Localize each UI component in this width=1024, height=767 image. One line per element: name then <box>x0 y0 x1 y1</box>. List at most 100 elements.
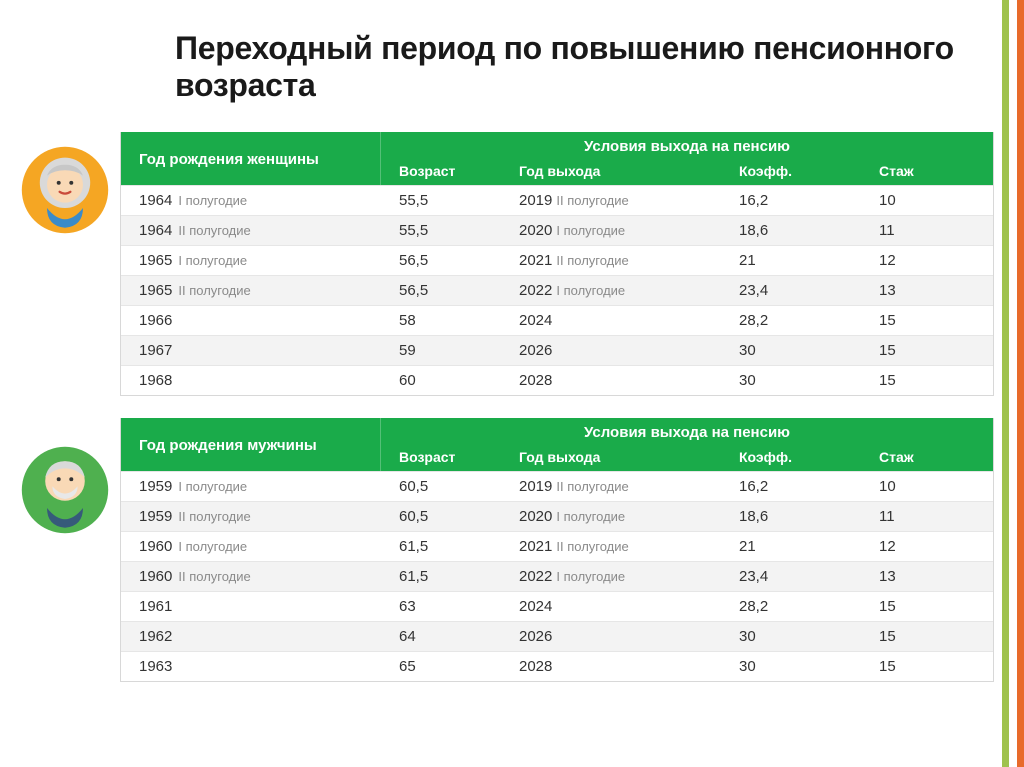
exit-year: 2022 <box>519 282 552 299</box>
cell-birth: 1965II полугодие <box>121 276 381 305</box>
table-row: 1959I полугодие60,52019II полугодие16,21… <box>121 471 993 501</box>
cell-age: 56,5 <box>381 276 501 305</box>
cell-birth: 1960 II полугодие <box>121 562 381 591</box>
exit-year: 2021 <box>519 252 552 269</box>
header-birthyear: Год рождения женщины <box>121 132 381 185</box>
exit-year: 2021 <box>519 538 552 555</box>
cell-birth: 1960I полугодие <box>121 532 381 561</box>
exit-year: 2020 <box>519 508 552 525</box>
birth-year: 1962 <box>139 628 172 645</box>
birth-half: II полугодие <box>178 283 250 298</box>
cell-birth: 1961 <box>121 592 381 621</box>
tables-container: Год рождения женщиныУсловия выхода на пе… <box>0 132 1024 682</box>
header-conditions: Условия выхода на пенсию <box>381 418 993 445</box>
cell-birth: 1965 I полугодие <box>121 246 381 275</box>
woman-avatar-icon <box>20 145 110 235</box>
cell-exit-year: 2021II полугодие <box>501 246 721 275</box>
header-birthyear: Год рождения мужчины <box>121 418 381 471</box>
header-age: Возраст <box>381 159 501 185</box>
cell-stage: 11 <box>861 502 993 531</box>
exit-year: 2019 <box>519 478 552 495</box>
table-row: 1964II полугодие55,52020I полугодие18,61… <box>121 215 993 245</box>
cell-birth: 1964 I полугодие <box>121 186 381 215</box>
cell-coef: 23,4 <box>721 562 861 591</box>
cell-exit-year: 2020 I полугодие <box>501 502 721 531</box>
table-row: 196163202428,215 <box>121 591 993 621</box>
birth-year: 1960 <box>139 568 172 585</box>
table-row: 19675920263015 <box>121 335 993 365</box>
header-age: Возраст <box>381 445 501 471</box>
exit-year: 2028 <box>519 658 552 675</box>
cell-age: 58 <box>381 306 501 335</box>
birth-half: II полугодие <box>178 509 250 524</box>
exit-year: 2026 <box>519 342 552 359</box>
header-coef: Коэфф. <box>721 159 861 185</box>
birth-half: I полугодие <box>178 253 247 268</box>
cell-exit-year: 2020 I полугодие <box>501 216 721 245</box>
cell-stage: 15 <box>861 306 993 335</box>
cell-coef: 30 <box>721 366 861 395</box>
exit-half: I полугодие <box>556 509 625 524</box>
table-row: 1960 II полугодие 61,5 2022 I полугодие 23,4 1… <box>121 561 993 591</box>
cell-coef: 28,2 <box>721 306 861 335</box>
cell-coef: 18,6 <box>721 216 861 245</box>
exit-year: 2028 <box>519 372 552 389</box>
cell-stage: 15 <box>861 336 993 365</box>
cell-age: 63 <box>381 592 501 621</box>
birth-half: II полугодие <box>178 223 250 238</box>
exit-year: 2024 <box>519 312 552 329</box>
cell-birth: 1964II полугодие <box>121 216 381 245</box>
cell-coef: 30 <box>721 652 861 681</box>
cell-coef: 21 <box>721 532 861 561</box>
cell-coef: 30 <box>721 622 861 651</box>
exit-half: I полугодие <box>556 223 625 238</box>
pension-table: Год рождения мужчиныУсловия выхода на пе… <box>120 418 994 682</box>
cell-age: 64 <box>381 622 501 651</box>
exit-half: II полугодие <box>556 479 628 494</box>
header-coef: Коэфф. <box>721 445 861 471</box>
exit-year: 2020 <box>519 222 552 239</box>
header-year: Год выхода <box>501 159 721 185</box>
cell-age: 55,5 <box>381 216 501 245</box>
cell-age: 60 <box>381 366 501 395</box>
cell-stage: 12 <box>861 532 993 561</box>
header-stage: Стаж <box>861 159 993 185</box>
cell-age: 60,5 <box>381 502 501 531</box>
exit-year: 2022 <box>519 568 552 585</box>
cell-age: 61,5 <box>381 562 501 591</box>
table-row: 1960I полугодие61,52021II полугодие2112 <box>121 531 993 561</box>
birth-year: 1963 <box>139 658 172 675</box>
cell-birth: 1963 <box>121 652 381 681</box>
table-row: 19636520283015 <box>121 651 993 681</box>
cell-coef: 21 <box>721 246 861 275</box>
birth-year: 1964 <box>139 192 172 209</box>
cell-exit-year: 2021II полугодие <box>501 532 721 561</box>
birth-year: 1965 <box>139 252 172 269</box>
birth-half: I полугодие <box>178 479 247 494</box>
exit-half: I полугодие <box>556 569 625 584</box>
page-title: Переходный период по повышению пенсионно… <box>175 30 1024 104</box>
cell-coef: 16,2 <box>721 186 861 215</box>
cell-birth: 1962 <box>121 622 381 651</box>
cell-birth: 1967 <box>121 336 381 365</box>
header-conditions-group: Условия выхода на пенсиюВозрастГод выход… <box>381 418 993 471</box>
exit-year: 2019 <box>519 192 552 209</box>
cell-age: 61,5 <box>381 532 501 561</box>
cell-stage: 12 <box>861 246 993 275</box>
stripe-orange <box>1017 0 1024 767</box>
table-row: 1965I полугодие56,52021II полугодие2112 <box>121 245 993 275</box>
birth-half: II полугодие <box>178 569 250 584</box>
decor-stripes <box>1002 0 1024 767</box>
cell-age: 65 <box>381 652 501 681</box>
cell-stage: 10 <box>861 186 993 215</box>
table-row: 1965II полугодие56,52022I полугодие23,41… <box>121 275 993 305</box>
birth-half: I полугодие <box>178 193 247 208</box>
table-row: 1959II полугодие60,52020I полугодие18,61… <box>121 501 993 531</box>
birth-year: 1961 <box>139 598 172 615</box>
cell-exit-year: 2019II полугодие <box>501 186 721 215</box>
exit-year: 2024 <box>519 598 552 615</box>
header-conditions: Условия выхода на пенсию <box>381 132 993 159</box>
cell-age: 55,5 <box>381 186 501 215</box>
table-row: 19626420263015 <box>121 621 993 651</box>
stripe-green <box>1002 0 1009 767</box>
